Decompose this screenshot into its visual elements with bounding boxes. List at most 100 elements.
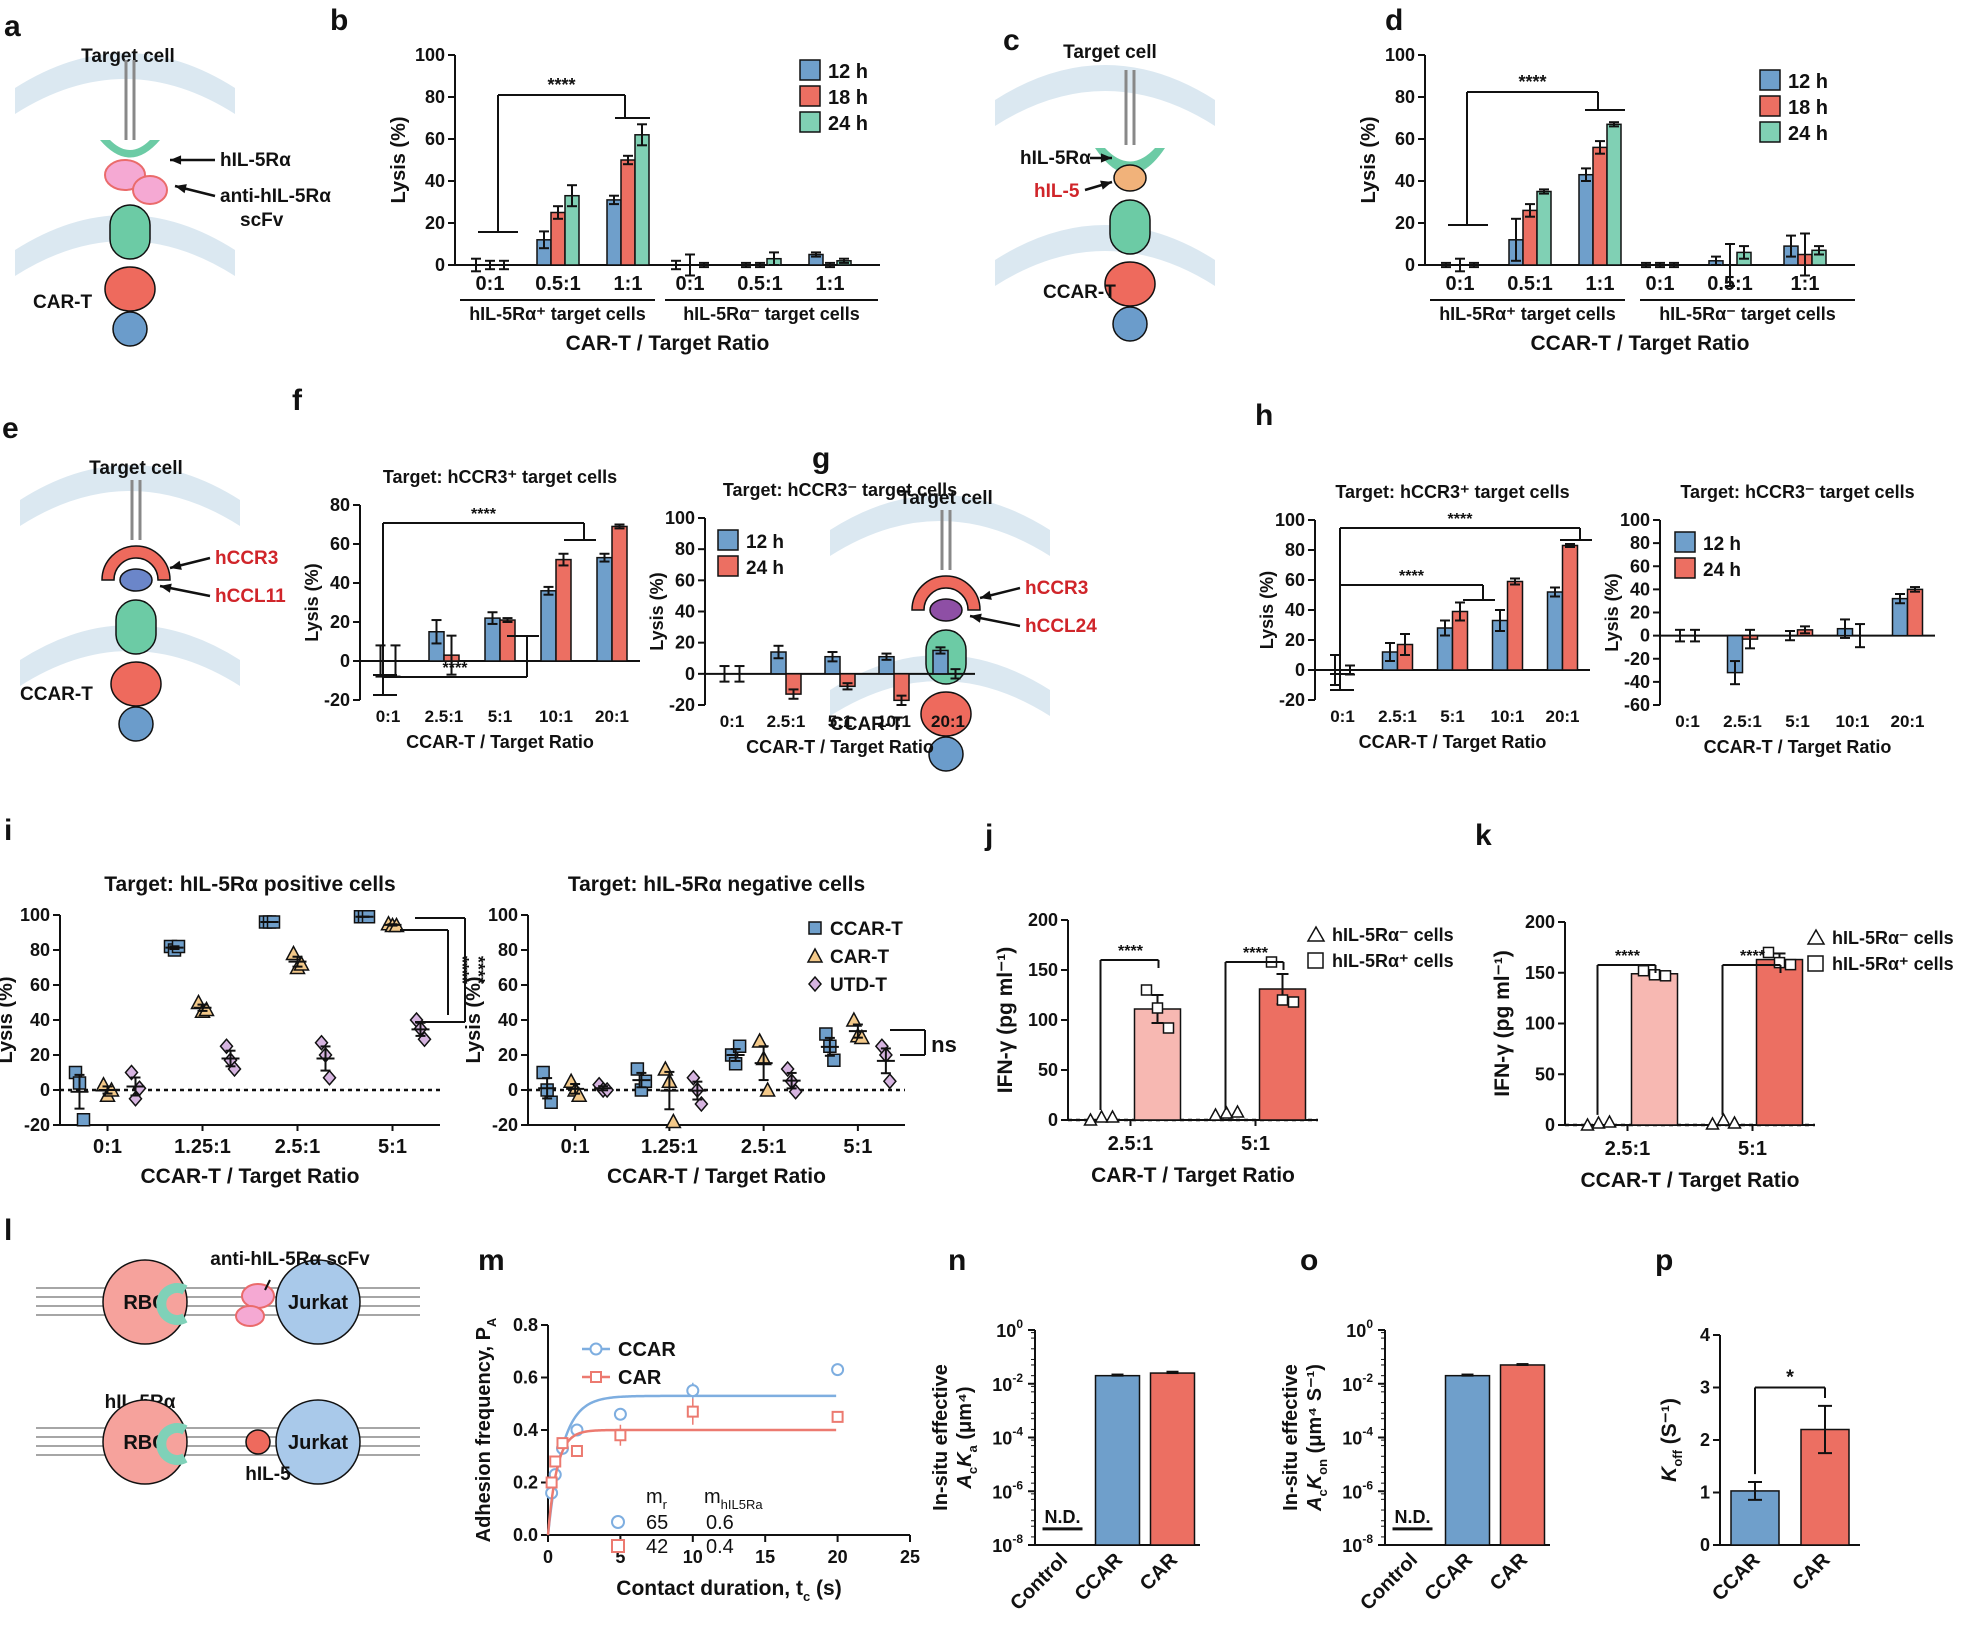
o-y-label: In-situ effective	[1280, 1364, 1302, 1511]
h1-x-tick-label: 5:1	[1440, 707, 1465, 726]
panel-letter: j	[984, 819, 993, 852]
l-jurkat-label: Jurkat	[288, 1292, 348, 1314]
panel-letter: a	[4, 10, 21, 43]
h1-x-tick-label: 0:1	[1330, 707, 1355, 726]
g-target-membrane	[830, 495, 1050, 556]
o-y-label-2: AcKon (μm⁴ S⁻¹)	[1304, 1364, 1330, 1512]
b-y-tick-label: 0	[435, 255, 445, 275]
j-point-pos	[1287, 996, 1300, 1008]
i2-y-tick-label: 0	[508, 1080, 518, 1100]
m-fit-CAR	[546, 1428, 837, 1536]
d-y-label: Lysis (%)	[1358, 116, 1380, 203]
c-car-hinge	[1109, 199, 1151, 255]
p-x-tick-label: CCAR	[1708, 1549, 1765, 1606]
e-ligand	[119, 568, 153, 592]
h1-y-tick-label: 80	[1285, 540, 1305, 560]
h2-x-label: CCAR-T / Target Ratio	[1704, 737, 1892, 757]
panel-letter: i	[4, 814, 12, 847]
i2-sig-ns: ns	[931, 1032, 957, 1057]
k-sig-stars: ****	[1740, 948, 1766, 965]
f1-bar-24h	[555, 558, 572, 662]
l-rbc-1	[102, 1259, 188, 1345]
n-y-tick-label: 10-4	[992, 1425, 1023, 1449]
d-x-tick-label: 0.5:1	[1507, 273, 1553, 295]
o-x-tick-label: Control	[1356, 1549, 1422, 1615]
d-bar-24h	[1606, 123, 1622, 266]
i2-y-tick-label: 80	[498, 940, 518, 960]
b-x-tick-label: 1:1	[816, 273, 845, 295]
j-point-neg	[1094, 1109, 1109, 1123]
i1-x-tick-label: 1.25:1	[174, 1136, 231, 1158]
n-y-label: In-situ effective	[930, 1364, 952, 1511]
i2-x-tick-label: 5:1	[843, 1136, 872, 1158]
f1-title: Target: hCCR3⁺ target cells	[383, 467, 617, 487]
f1-y-tick-label: 60	[330, 534, 350, 554]
a-receptor-label: hIL-5Rα	[220, 150, 291, 171]
i2-point-CCAR-T	[536, 1065, 550, 1080]
h1-bar-12h	[1546, 591, 1564, 671]
e-receptor-label: hCCR3	[215, 548, 278, 569]
f2-legend-swatch	[717, 555, 739, 577]
n-y-tick-label: 10-2	[992, 1371, 1023, 1395]
i2-point-CAR-T	[751, 1032, 768, 1048]
b-legend-label: 24 h	[828, 113, 868, 135]
j-sig-stars: ****	[1243, 945, 1269, 962]
c-cell-label: CCAR-T	[1043, 282, 1116, 303]
h2-y-tick-label: 100	[1620, 510, 1650, 530]
m-y-label: Adhesion frequency, PA	[473, 1317, 499, 1542]
k-y-label: IFN-γ (pg ml⁻¹)	[1491, 950, 1514, 1096]
m-x-tick-label: 5	[615, 1547, 625, 1567]
c-target-label: Target cell	[1063, 42, 1157, 63]
b-x-label: CAR-T / Target Ratio	[566, 332, 770, 355]
d-x-tick-label: 0:1	[1446, 273, 1475, 295]
j-point-pos	[1276, 994, 1289, 1006]
f2-y-tick-label: 100	[665, 508, 695, 528]
i2-x-tick-label: 1.25:1	[641, 1136, 698, 1158]
h2-y-tick-label: -60	[1624, 695, 1650, 715]
h1-y-tick-label: 40	[1285, 600, 1305, 620]
panel-letter: l	[4, 1214, 12, 1247]
f2-x-tick-label: 2.5:1	[767, 712, 806, 731]
j-y-tick-label: 150	[1028, 960, 1058, 980]
b-y-tick-label: 40	[425, 171, 445, 191]
i2-x-tick-label: 2.5:1	[741, 1136, 787, 1158]
i1-point-CCAR-T	[76, 1113, 91, 1127]
i2-title: Target: hIL-5Rα negative cells	[568, 873, 865, 896]
b-x-tick-label: 1:1	[614, 273, 643, 295]
i2-y-tick-label: 40	[498, 1010, 518, 1030]
panel-letter: h	[1255, 399, 1273, 432]
k-point-neg	[1716, 1112, 1731, 1126]
n-x-tick-label: CCAR	[1071, 1549, 1128, 1606]
d-sig-stars: ****	[1518, 72, 1546, 92]
c-receptor-head	[1095, 148, 1165, 174]
k-point-pos	[1762, 946, 1775, 959]
i1-sig-stars: ****	[452, 956, 472, 984]
h2-title: Target: hCCR3⁻ target cells	[1680, 482, 1914, 502]
b-legend-label: 18 h	[828, 87, 868, 109]
k-x-label: CCAR-T / Target Ratio	[1581, 1169, 1800, 1192]
k-sig-stars: ****	[1615, 948, 1641, 965]
c-ligand-label: hIL-5	[1034, 181, 1080, 202]
j-legend-swatch	[1306, 925, 1326, 942]
f2-y-tick-label: 80	[675, 539, 695, 559]
d-x-tick-label: 0.5:1	[1707, 273, 1753, 295]
f1-x-tick-label: 5:1	[488, 707, 513, 726]
c-car-membrane	[995, 225, 1215, 286]
h1-bar-24h	[1506, 580, 1524, 671]
i2-point-CAR-T	[759, 1081, 776, 1097]
a-scfv-label: anti-hIL-5Rα	[220, 186, 331, 207]
e-car-costim	[110, 661, 162, 707]
p-y-label: Koff (S⁻¹)	[1658, 1398, 1685, 1482]
panel-letter: p	[1655, 1244, 1673, 1277]
d-y-tick-label: 0	[1405, 255, 1415, 275]
g-car-cd3z	[928, 736, 964, 772]
i2-point-CCAR-T	[827, 1053, 841, 1067]
h2-y-tick-label: -40	[1624, 672, 1650, 692]
j-legend-label: hIL-5Rα⁺ cells	[1332, 951, 1454, 971]
k-point-pos	[1659, 970, 1672, 982]
h1-sig-stars: ****	[1448, 511, 1474, 528]
n-x-tick-label: Control	[1006, 1549, 1072, 1615]
k-y-tick-label: 100	[1525, 1014, 1555, 1034]
p-y-tick-label: 0	[1700, 1535, 1710, 1555]
e-arrow-1-head	[170, 560, 182, 570]
